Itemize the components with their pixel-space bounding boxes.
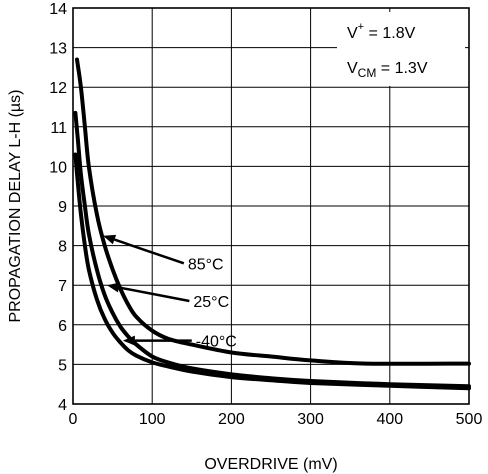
series-line-40c <box>73 152 471 391</box>
y-tick-label: 7 <box>58 278 67 295</box>
series-line-85c <box>75 57 471 366</box>
y-tick-label: 10 <box>49 159 67 176</box>
y-tick-label: 9 <box>58 199 67 216</box>
x-tick-label: 0 <box>69 411 78 428</box>
y-axis-title: PROPAGATION DELAY L-H (µs) <box>7 90 24 323</box>
y-tick-label: 13 <box>49 41 67 58</box>
annotation-arrow-line <box>118 286 190 303</box>
annotation-arrowhead <box>103 234 117 245</box>
series-annotations: 85°C 25°C -40°C <box>103 234 237 351</box>
plot-frame <box>72 7 470 405</box>
supply-voltage-label: V+ = 1.8V <box>347 21 416 42</box>
y-tick-label: 14 <box>49 1 67 18</box>
x-tick-label: 400 <box>376 411 403 428</box>
x-axis-title: OVERDRIVE (mV) <box>204 456 337 473</box>
conditions-box: V+ = 1.8V VCM = 1.3V <box>337 12 465 86</box>
series-curves <box>73 57 471 391</box>
y-tick-label: 5 <box>58 357 67 374</box>
y-tick-label: 8 <box>58 239 67 256</box>
x-tick-label: 300 <box>297 411 324 428</box>
y-tick-label: 6 <box>58 318 67 335</box>
common-mode-voltage-label: VCM = 1.3V <box>347 60 428 80</box>
annotation-arrow-line <box>114 238 185 265</box>
y-tick-label: 12 <box>49 80 67 97</box>
tick-labels: 0 100 200 300 400 500 4 5 6 7 8 9 10 11 12 13 14 <box>49 1 482 428</box>
x-tick-label: 500 <box>456 411 483 428</box>
y-tick-label: 11 <box>50 120 67 137</box>
annotation-arrowhead <box>107 282 120 293</box>
x-tick-label: 200 <box>218 411 245 428</box>
y-tick-label: 4 <box>58 397 67 414</box>
series-label-85c: 85°C <box>188 256 224 273</box>
series-label-25c: 25°C <box>193 294 229 311</box>
series-label-40c: -40°C <box>196 334 237 351</box>
annotation-arrowhead <box>122 335 135 346</box>
x-tick-label: 100 <box>139 411 166 428</box>
